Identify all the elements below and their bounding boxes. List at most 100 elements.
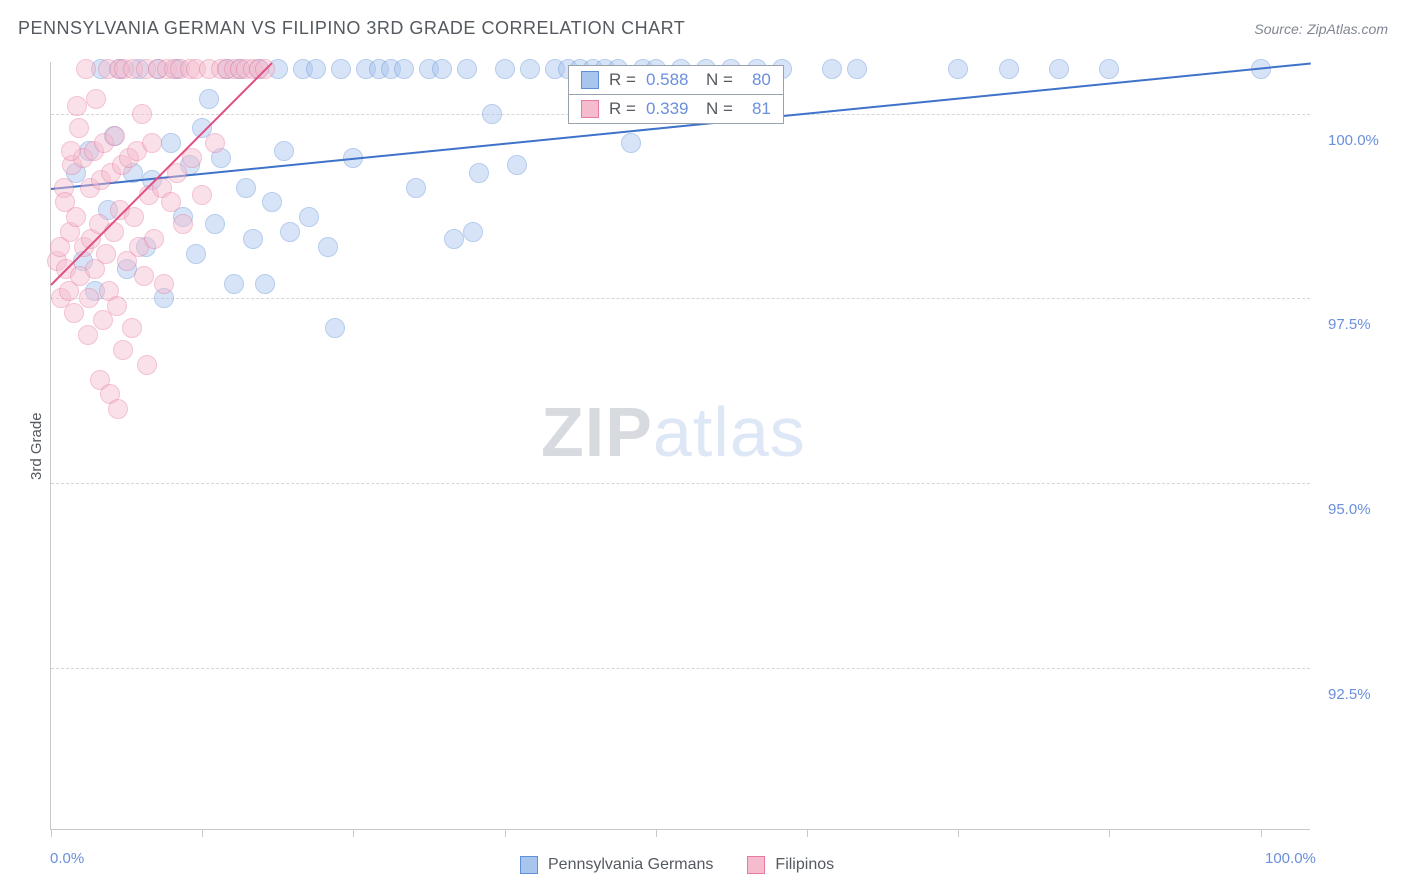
r-label: R = [609, 99, 636, 119]
plot-area: ZIPatlas [50, 62, 1310, 830]
series-legend: Pennsylvania Germans Filipinos [520, 856, 858, 874]
x-max-label: 100.0% [1265, 850, 1316, 867]
scatter-point [469, 163, 489, 183]
n-label: N = [706, 70, 733, 90]
scatter-point [64, 303, 84, 323]
scatter-point [124, 207, 144, 227]
scatter-point [299, 207, 319, 227]
scatter-point [331, 59, 351, 79]
scatter-point [822, 59, 842, 79]
scatter-point [144, 229, 164, 249]
scatter-point [104, 222, 124, 242]
scatter-point [205, 214, 225, 234]
x-tick [202, 829, 203, 837]
r-label: R = [609, 70, 636, 90]
scatter-point [1049, 59, 1069, 79]
scatter-point [86, 89, 106, 109]
scatter-point [96, 244, 116, 264]
x-tick [1261, 829, 1262, 837]
scatter-point [406, 178, 426, 198]
scatter-point [78, 325, 98, 345]
scatter-point [142, 133, 162, 153]
y-axis-label: 3rd Grade [28, 412, 45, 480]
scatter-point [108, 399, 128, 419]
correlation-legend: R = 0.588 N = 80 R = 0.339 N = 81 [568, 65, 784, 124]
scatter-point [205, 133, 225, 153]
scatter-point [132, 104, 152, 124]
gridline [51, 668, 1310, 669]
scatter-point [61, 141, 81, 161]
source-value: ZipAtlas.com [1307, 21, 1388, 37]
scatter-point [495, 59, 515, 79]
scatter-point [161, 192, 181, 212]
x-tick [656, 829, 657, 837]
scatter-point [274, 141, 294, 161]
scatter-point [113, 340, 133, 360]
scatter-point [394, 59, 414, 79]
scatter-point [1099, 59, 1119, 79]
n-label: N = [706, 99, 733, 119]
scatter-point [55, 192, 75, 212]
title-bar: PENNSYLVANIA GERMAN VS FILIPINO 3RD GRAD… [18, 18, 1388, 39]
scatter-point [192, 185, 212, 205]
legend-label: Pennsylvania Germans [548, 856, 713, 874]
scatter-point [463, 222, 483, 242]
scatter-point [50, 237, 70, 257]
scatter-point [999, 59, 1019, 79]
scatter-point [520, 59, 540, 79]
n-value: 81 [743, 99, 771, 119]
watermark-zip: ZIP [541, 393, 653, 471]
scatter-point [432, 59, 452, 79]
legend-swatch [581, 71, 599, 89]
scatter-point [76, 59, 96, 79]
scatter-point [948, 59, 968, 79]
scatter-point [79, 288, 99, 308]
y-tick-label: 97.5% [1328, 316, 1371, 333]
scatter-point [306, 59, 326, 79]
scatter-point [199, 89, 219, 109]
scatter-point [847, 59, 867, 79]
scatter-point [105, 126, 125, 146]
r-value: 0.588 [646, 70, 696, 90]
r-value: 0.339 [646, 99, 696, 119]
scatter-point [255, 274, 275, 294]
scatter-point [482, 104, 502, 124]
source-label: Source: [1254, 21, 1302, 37]
legend-row: R = 0.339 N = 81 [569, 95, 783, 123]
scatter-point [69, 118, 89, 138]
scatter-point [262, 192, 282, 212]
scatter-point [444, 229, 464, 249]
watermark-atlas: atlas [653, 393, 806, 471]
legend-label: Filipinos [775, 856, 834, 874]
scatter-point [507, 155, 527, 175]
source: Source: ZipAtlas.com [1254, 21, 1388, 39]
x-min-label: 0.0% [50, 850, 84, 867]
x-tick [353, 829, 354, 837]
scatter-point [154, 274, 174, 294]
watermark: ZIPatlas [541, 392, 806, 472]
gridline [51, 298, 1310, 299]
legend-row: R = 0.588 N = 80 [569, 66, 783, 95]
scatter-point [122, 318, 142, 338]
scatter-point [107, 296, 127, 316]
scatter-point [134, 266, 154, 286]
scatter-point [186, 244, 206, 264]
scatter-point [59, 281, 79, 301]
legend-swatch [747, 856, 765, 874]
scatter-point [173, 214, 193, 234]
scatter-point [325, 318, 345, 338]
chart-title: PENNSYLVANIA GERMAN VS FILIPINO 3RD GRAD… [18, 18, 685, 39]
scatter-point [243, 229, 263, 249]
scatter-point [318, 237, 338, 257]
scatter-point [137, 355, 157, 375]
scatter-point [621, 133, 641, 153]
x-tick [1109, 829, 1110, 837]
legend-swatch [520, 856, 538, 874]
scatter-point [161, 133, 181, 153]
scatter-point [224, 274, 244, 294]
scatter-point [457, 59, 477, 79]
n-value: 80 [743, 70, 771, 90]
x-tick [958, 829, 959, 837]
legend-swatch [581, 100, 599, 118]
scatter-point [236, 178, 256, 198]
